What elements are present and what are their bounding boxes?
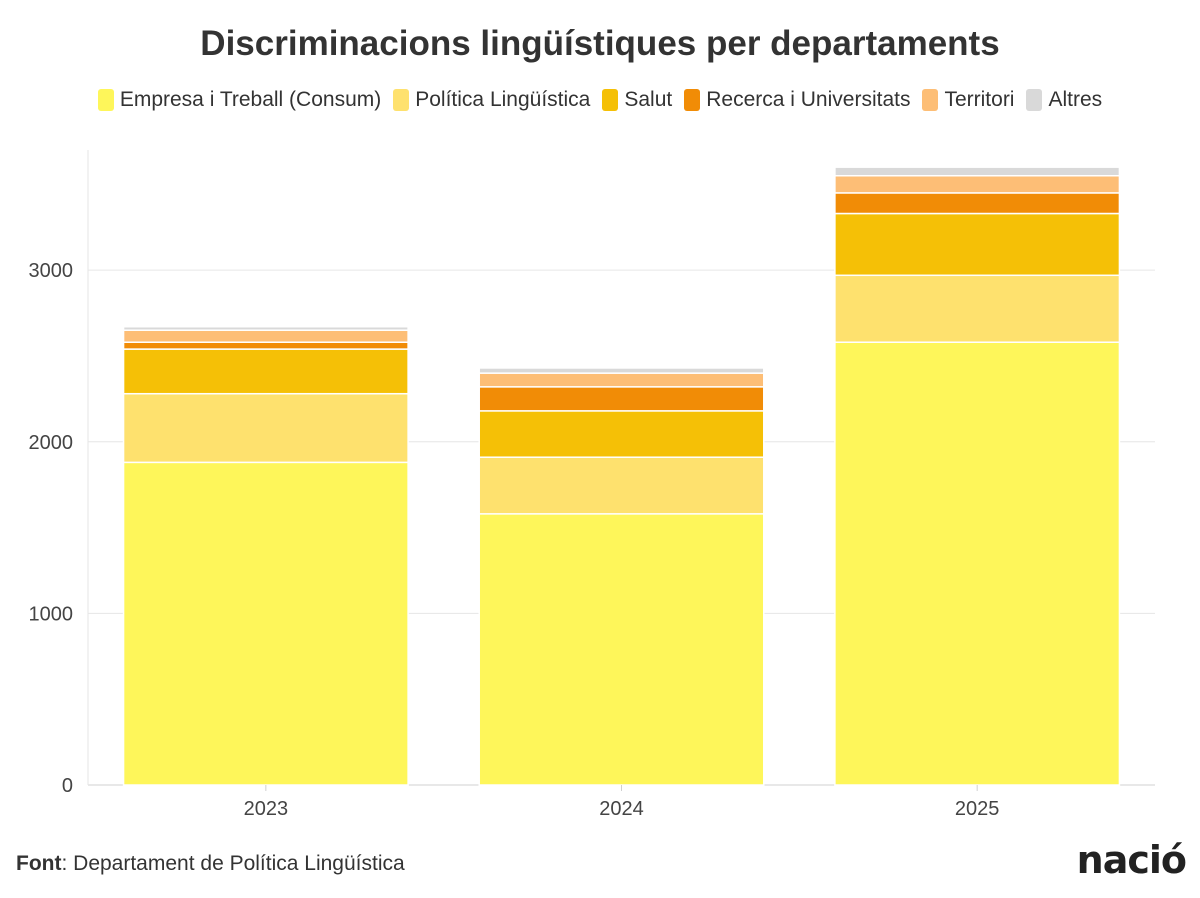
legend-swatch xyxy=(922,89,939,111)
x-tick-label: 2025 xyxy=(955,798,1000,820)
bar-segment xyxy=(122,348,409,395)
legend-label: Salut xyxy=(624,88,673,111)
y-tick-label: 1000 xyxy=(29,603,74,625)
legend-item: Salut xyxy=(602,88,672,112)
source-note: Font: Departament de Política Lingüístic… xyxy=(16,852,405,876)
legend-item: Altres xyxy=(1026,88,1102,112)
bar-segment xyxy=(834,174,1121,194)
legend-swatch xyxy=(1026,89,1043,111)
brand-logo: nació xyxy=(1076,838,1187,882)
legend: Empresa i Treball (Consum) Política Lingü… xyxy=(0,88,1200,112)
legend-label: Altres xyxy=(1048,88,1103,111)
legend-item: Empresa i Treball (Consum) xyxy=(97,88,382,112)
chart-title: Discriminacions lingüístiques per depart… xyxy=(200,24,1000,63)
bar-segment xyxy=(834,192,1121,215)
bar-segment xyxy=(478,386,765,412)
legend-item: Recerca i Universitats xyxy=(684,88,910,112)
bar-segment xyxy=(122,461,409,786)
bar-segment xyxy=(122,392,409,464)
bar-segment xyxy=(478,456,765,515)
legend-label: Política Lingüística xyxy=(415,88,591,111)
legend-swatch xyxy=(393,89,410,111)
legend-label: Empresa i Treball (Consum) xyxy=(119,88,382,111)
bar-segment xyxy=(478,372,765,388)
x-tick-label: 2024 xyxy=(599,798,644,820)
bar-segment xyxy=(834,166,1121,177)
bar-segment xyxy=(478,410,765,458)
bar-segment xyxy=(834,212,1121,277)
y-tick-label: 0 xyxy=(62,775,73,797)
legend-label: Territori xyxy=(944,88,1015,111)
bar-segment xyxy=(122,326,409,331)
bar-segment xyxy=(122,341,409,350)
bar-segment xyxy=(834,274,1121,343)
legend-label: Recerca i Universitats xyxy=(706,88,911,111)
y-tick-label: 2000 xyxy=(29,432,74,454)
stacked-bar-chart: 0 1000 2000 3000 2023 2024 2025 xyxy=(29,150,1155,820)
legend-swatch xyxy=(684,89,701,111)
y-tick-label: 3000 xyxy=(29,260,74,282)
bar-segment xyxy=(122,329,409,343)
source-text: : Departament de Política Lingüística xyxy=(61,852,405,875)
x-tick-label: 2023 xyxy=(244,798,289,820)
legend-swatch xyxy=(97,89,114,111)
legend-swatch xyxy=(602,89,619,111)
bar-segment xyxy=(834,341,1121,786)
source-label: Font xyxy=(16,852,62,875)
legend-item: Política Lingüística xyxy=(393,88,590,112)
bar-segment xyxy=(478,367,765,374)
bar-segment xyxy=(478,513,765,786)
legend-item: Territori xyxy=(922,88,1014,112)
